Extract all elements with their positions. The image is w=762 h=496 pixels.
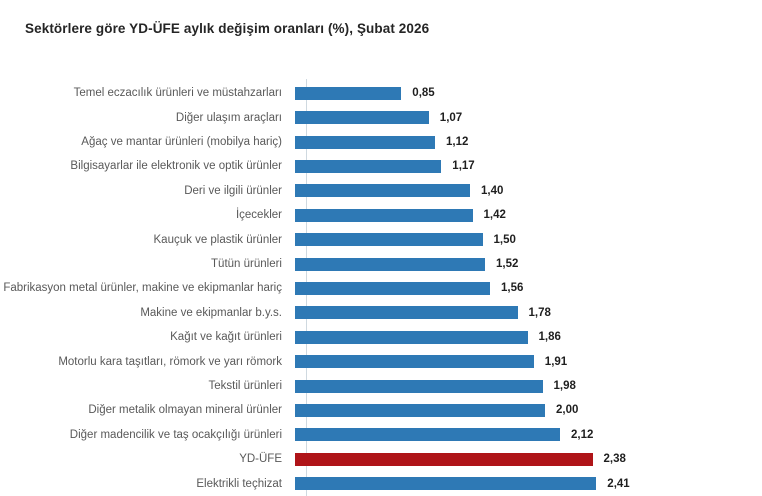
bar[interactable]	[295, 184, 470, 198]
category-label: Ağaç ve mantar ürünleri (mobilya hariç)	[81, 136, 282, 149]
bar-row: Diğer metalik olmayan mineral ürünler 2,…	[0, 398, 762, 422]
bar-row: Kağıt ve kağıt ürünleri 1,86	[0, 325, 762, 349]
bar[interactable]	[295, 111, 429, 125]
bar[interactable]	[295, 208, 473, 222]
bar-track: 2,41	[294, 472, 762, 496]
bar-row: Deri ve ilgili ürünler 1,40	[0, 179, 762, 203]
value-label: 2,00	[556, 404, 579, 417]
value-label: 1,91	[544, 355, 568, 368]
bar-track: 1,52	[294, 252, 762, 276]
value-label: 1,52	[496, 258, 519, 271]
bar-row: Temel eczacılık ürünleri ve müstahzarlar…	[0, 81, 762, 105]
bar-row: Bilgisayarlar ile elektronik ve optik ür…	[0, 154, 762, 178]
value-label: 0,85	[412, 87, 435, 100]
bar-row: Motorlu kara taşıtları, römork ve yarı r…	[0, 349, 762, 373]
bar[interactable]	[295, 306, 518, 320]
value-label: 2,38	[603, 453, 626, 466]
bar-track: 1,86	[294, 325, 762, 349]
value-label: 1,98	[553, 380, 576, 393]
bar[interactable]	[295, 428, 560, 442]
bar-row: Kauçuk ve plastik ürünler 1,50	[0, 227, 762, 251]
category-label: Fabrikasyon metal ürünler, makine ve eki…	[3, 282, 282, 295]
category-label: Bilgisayarlar ile elektronik ve optik ür…	[70, 160, 282, 173]
bar-track: 2,00	[294, 398, 762, 422]
bar-track: 0,85	[294, 81, 762, 105]
bar-rows: Temel eczacılık ürünleri ve müstahzarlar…	[0, 81, 762, 496]
category-label: Makine ve ekipmanlar b.y.s.	[140, 306, 282, 319]
bar-row: Diğer ulaşım araçları 1,07	[0, 105, 762, 129]
bar-track: 1,40	[294, 179, 762, 203]
bar[interactable]	[295, 86, 402, 100]
bar-chart: Temel eczacılık ürünleri ve müstahzarlar…	[0, 79, 762, 496]
category-label: İçecekler	[235, 209, 282, 222]
value-label: 1,12	[446, 136, 469, 149]
value-label: 2,12	[571, 428, 594, 441]
value-label: 1,17	[452, 160, 475, 173]
bar[interactable]	[295, 379, 543, 393]
bar-highlight[interactable]	[295, 452, 593, 466]
category-label: Tekstil ürünleri	[208, 380, 283, 393]
bar-track: 1,78	[294, 301, 762, 325]
category-label: Diğer metalik olmayan mineral ürünler	[88, 404, 282, 417]
value-label: 1,40	[481, 184, 504, 197]
bar-row: Diğer madencilik ve taş ocakçılığı ürünl…	[0, 423, 762, 447]
bar-row: Tütün ürünleri 1,52	[0, 252, 762, 276]
bar[interactable]	[295, 135, 435, 149]
bar-track: 2,38	[294, 447, 762, 471]
category-label: Deri ve ilgili ürünler	[184, 184, 282, 197]
bar-track: 1,42	[294, 203, 762, 227]
bar-track: 2,12	[294, 423, 762, 447]
value-label: 1,56	[501, 282, 524, 295]
bar-track: 1,98	[294, 374, 762, 398]
bar-row: Elektrikli teçhizat 2,41	[0, 472, 762, 496]
bar-row: YD-ÜFE 2,38	[0, 447, 762, 471]
value-label: 1,07	[439, 111, 463, 124]
bar[interactable]	[295, 477, 597, 491]
bar-track: 1,07	[294, 105, 762, 129]
bar-row: Makine ve ekipmanlar b.y.s. 1,78	[0, 301, 762, 325]
chart-title: Sektörlere göre YD-ÜFE aylık değişim ora…	[25, 21, 430, 36]
category-label: Temel eczacılık ürünleri ve müstahzarlar…	[73, 87, 282, 100]
bar-row: Ağaç ve mantar ürünleri (mobilya hariç) …	[0, 130, 762, 154]
bar-row: Fabrikasyon metal ürünler, makine ve eki…	[0, 276, 762, 300]
bar[interactable]	[295, 159, 442, 173]
bar-track: 1,50	[294, 227, 762, 251]
category-label: Tütün ürünleri	[211, 258, 282, 271]
bar-row: Tekstil ürünleri 1,98	[0, 374, 762, 398]
value-label: 1,42	[483, 209, 506, 222]
bar-track: 1,56	[294, 276, 762, 300]
category-label: Kauçuk ve plastik ürünler	[153, 233, 282, 246]
value-label: 1,50	[493, 233, 516, 246]
bar-track: 1,91	[294, 349, 762, 373]
category-label: Diğer madencilik ve taş ocakçılığı ürünl…	[69, 428, 282, 441]
bar[interactable]	[295, 257, 485, 271]
category-label: Diğer ulaşım araçları	[175, 111, 282, 124]
bar-row: İçecekler 1,42	[0, 203, 762, 227]
bar-track: 1,17	[294, 154, 762, 178]
value-label: 1,78	[528, 306, 551, 319]
value-label: 1,86	[538, 331, 561, 344]
bar-track: 1,12	[294, 130, 762, 154]
bar[interactable]	[295, 355, 534, 369]
bar[interactable]	[295, 403, 545, 417]
bar[interactable]	[295, 281, 490, 295]
bar[interactable]	[295, 330, 528, 344]
category-label: Elektrikli teçhizat	[196, 477, 282, 490]
bar[interactable]	[295, 233, 483, 247]
category-label: YD-ÜFE	[239, 453, 282, 466]
value-label: 2,41	[607, 477, 630, 490]
category-label: Motorlu kara taşıtları, römork ve yarı r…	[58, 355, 282, 368]
category-label: Kağıt ve kağıt ürünleri	[170, 331, 282, 344]
